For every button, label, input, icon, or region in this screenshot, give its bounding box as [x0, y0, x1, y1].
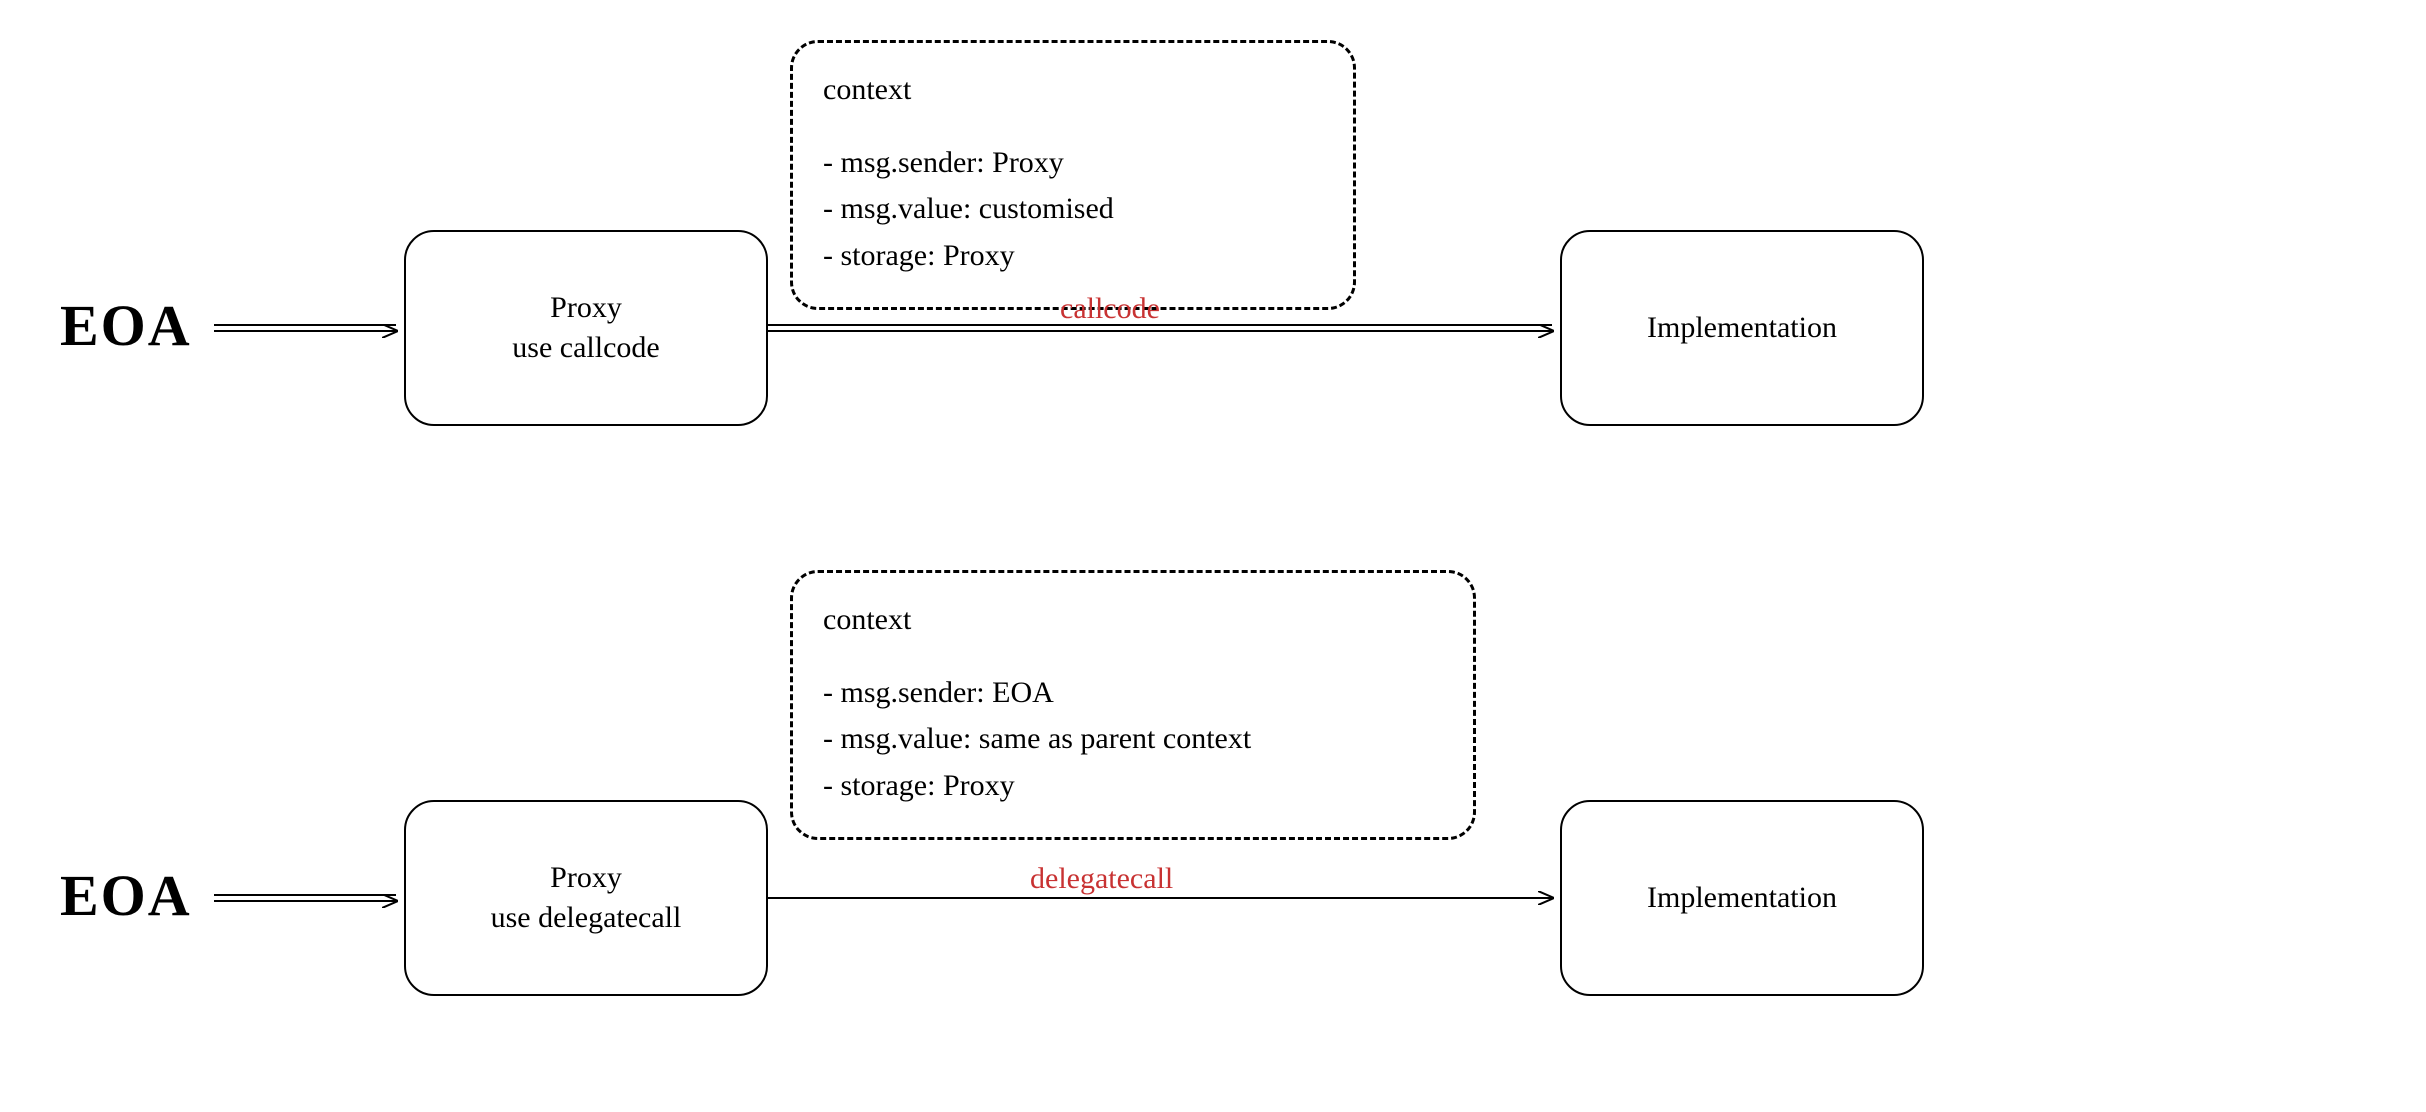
proxy-sub-callcode: use callcode — [512, 328, 659, 369]
proxy-box-callcode: Proxy use callcode — [404, 230, 768, 426]
proxy-box-delegatecall: Proxy use delegatecall — [404, 800, 768, 996]
proxy-sub-delegatecall: use delegatecall — [491, 898, 682, 939]
proxy-title-delegatecall: Proxy — [550, 858, 622, 899]
impl-label-delegatecall: Implementation — [1647, 878, 1837, 919]
context-line: - msg.sender: EOA — [823, 670, 1443, 717]
proxy-title-callcode: Proxy — [550, 288, 622, 329]
context-line: - msg.value: customised — [823, 186, 1323, 233]
impl-box-callcode: Implementation — [1560, 230, 1924, 426]
context-title-delegatecall: context — [823, 597, 1443, 644]
context-line: - msg.value: same as parent context — [823, 716, 1443, 763]
context-line: - storage: Proxy — [823, 763, 1443, 810]
context-line: - storage: Proxy — [823, 233, 1323, 280]
context-box-delegatecall: context - msg.sender: EOA - msg.value: s… — [790, 570, 1476, 840]
impl-label-callcode: Implementation — [1647, 308, 1837, 349]
eoa-label-delegatecall: EOA — [60, 862, 192, 929]
edge-label-delegatecall: delegatecall — [1030, 862, 1173, 896]
eoa-label-callcode: EOA — [60, 292, 192, 359]
edge-label-callcode: callcode — [1060, 292, 1160, 326]
context-line: - msg.sender: Proxy — [823, 140, 1323, 187]
diagram-canvas: EOA Proxy use callcode context - msg.sen… — [0, 0, 2426, 1112]
impl-box-delegatecall: Implementation — [1560, 800, 1924, 996]
context-title-callcode: context — [823, 67, 1323, 114]
context-box-callcode: context - msg.sender: Proxy - msg.value:… — [790, 40, 1356, 310]
